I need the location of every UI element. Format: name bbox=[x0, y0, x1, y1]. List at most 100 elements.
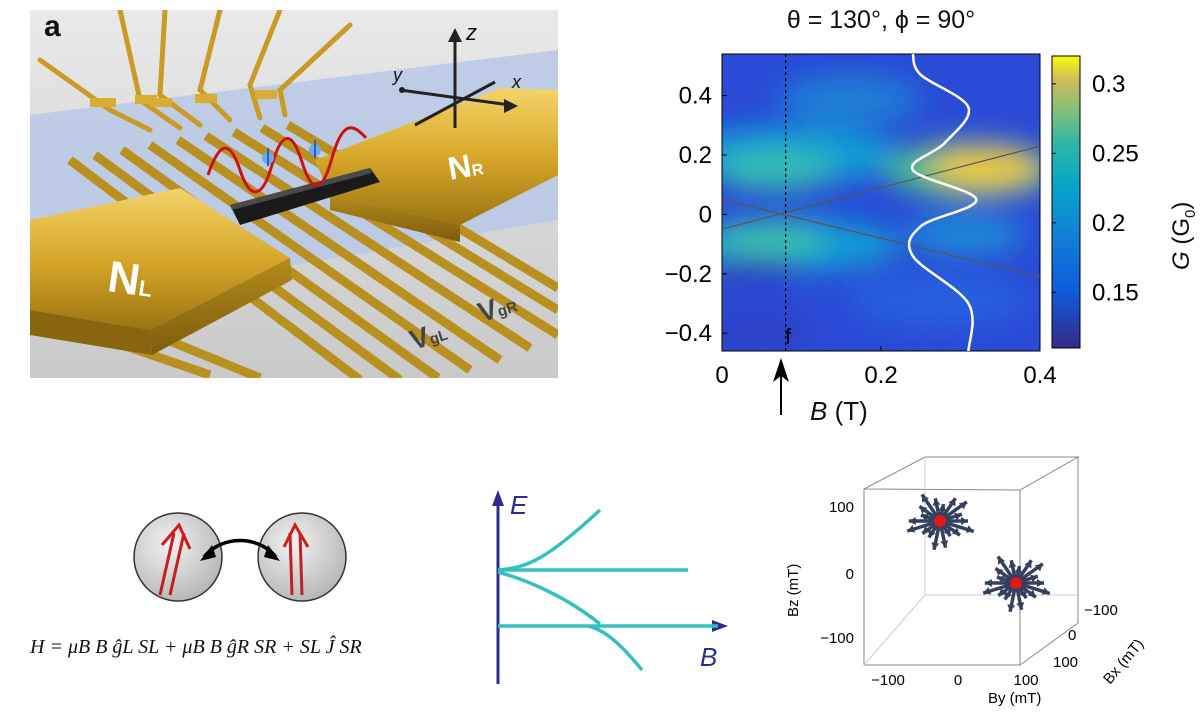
field-arrow-head bbox=[940, 540, 949, 548]
field-arrow-head bbox=[1027, 589, 1036, 598]
field-arrow-head bbox=[932, 498, 941, 506]
field-arrow-head bbox=[948, 498, 956, 507]
gate-right-sub: gR bbox=[495, 298, 520, 321]
colorbar-tick-label: 0.3 bbox=[1092, 71, 1125, 98]
contact-right-label: NR bbox=[445, 145, 486, 187]
white-trace-line bbox=[907, 54, 978, 351]
contact-left-label: NL bbox=[105, 252, 157, 308]
cube-x-tick-label: 100 bbox=[1053, 654, 1078, 671]
colorbar-tick-label: 0.25 bbox=[1092, 140, 1139, 167]
y-tick-label: −0.4 bbox=[665, 320, 712, 347]
energy-levels bbox=[497, 508, 718, 672]
map-xlabel-unit: (T) bbox=[834, 396, 868, 426]
contact-right-sub: R bbox=[470, 161, 485, 180]
field-arrow-head bbox=[1014, 566, 1023, 574]
cube-z-tick-label: 100 bbox=[829, 499, 854, 516]
y-tick-label: −0.2 bbox=[665, 261, 712, 288]
field-arrow-head bbox=[961, 517, 968, 525]
colorbar-label-unit-sub: 0 bbox=[1181, 209, 1199, 218]
field-arrow-head bbox=[1004, 591, 1012, 600]
cube-ticks: −100 0 100 100 0 −100 −100 0 100 bbox=[820, 499, 1118, 689]
field-arrow-head bbox=[965, 525, 974, 533]
colorbar-tick-label: 0.2 bbox=[1092, 210, 1125, 237]
field-arrow-head bbox=[996, 575, 1005, 584]
field-arrow-head bbox=[951, 527, 960, 536]
field-arrow-head bbox=[998, 556, 1005, 565]
field-arrow-head bbox=[998, 588, 1007, 596]
energy-level-diagram: E B bbox=[492, 490, 728, 684]
left-spin-arrow bbox=[158, 522, 192, 596]
double-dot-sketch bbox=[133, 512, 347, 602]
cube-edges bbox=[863, 456, 1080, 666]
hamiltonian-equation: H = μB B ĝL SL + μB B ĝR SR + SL Ĵ SR bbox=[30, 636, 362, 658]
cube-z-tick-label: −100 bbox=[820, 630, 854, 647]
right-spin-arrow bbox=[282, 521, 310, 596]
conductance-map: 0 0.2 0.4 0.4 0.2 0 −0.2 −0.4 0.3 0.25 0.2 0.15 f bbox=[665, 53, 1139, 415]
cube-xlabel: By (mT) bbox=[988, 690, 1041, 707]
x-tick-label: 0.4 bbox=[1023, 362, 1056, 389]
energy-axis-label: E bbox=[510, 490, 528, 520]
y-tick-label: 0.2 bbox=[679, 142, 712, 169]
crossing-line-2 bbox=[722, 198, 1040, 278]
map-title: θ = 130°, ϕ = 90° bbox=[786, 6, 976, 34]
y-tick-label: 0 bbox=[699, 201, 712, 228]
resonance-point bbox=[934, 515, 946, 527]
colorbar-label-unit-close: ) bbox=[1168, 201, 1195, 210]
panel-a-label: a bbox=[44, 10, 61, 43]
map-xlabel: B (T) bbox=[810, 396, 868, 427]
field-arrow-head bbox=[931, 542, 940, 550]
field-arrow-head bbox=[1024, 560, 1032, 569]
axis-z-label: z bbox=[466, 20, 477, 45]
colorbar-tick-label: 0.15 bbox=[1092, 279, 1139, 306]
cube-x-tick-label: −100 bbox=[1084, 602, 1118, 619]
field-arrow-head bbox=[943, 528, 951, 537]
axis-y-label: y bbox=[393, 65, 402, 85]
field-arrow-head bbox=[1029, 574, 1038, 583]
field-axis-label: B bbox=[700, 642, 717, 672]
field-arrow-head bbox=[1008, 560, 1017, 568]
x-tick-label: 0.2 bbox=[864, 362, 897, 389]
panel-a-device-rendering bbox=[30, 10, 558, 378]
field-arrow-head bbox=[919, 506, 928, 514]
x-tick-label: 0 bbox=[715, 362, 728, 389]
field-arrow-head bbox=[984, 579, 992, 587]
cube-y-tick-label: 0 bbox=[954, 672, 962, 689]
colorbar-label-var: G bbox=[1168, 251, 1195, 270]
map-xlabel-var: B bbox=[810, 396, 828, 426]
cube-x-tick-label: 0 bbox=[1068, 627, 1076, 644]
cube-zlabel: Bx (mT) bbox=[1100, 636, 1147, 688]
field-arrow-head bbox=[1019, 590, 1027, 599]
colorbar-label: G (G0) bbox=[1168, 142, 1199, 270]
field-arrow-head bbox=[1016, 602, 1025, 610]
contact-right-main: N bbox=[445, 147, 475, 187]
cube-y-tick-label: −100 bbox=[871, 672, 905, 689]
cube-y-tick-label: 100 bbox=[1013, 672, 1038, 689]
field-arrow-head bbox=[908, 517, 916, 525]
field-arrow-head bbox=[983, 586, 992, 595]
spin-hedgehog-1 bbox=[906, 493, 975, 551]
colorbar bbox=[1051, 55, 1081, 349]
field-arrow-head bbox=[907, 524, 916, 533]
marker-label: f bbox=[785, 324, 792, 349]
field-arrow-head bbox=[922, 494, 929, 503]
y-tick-label: 0.4 bbox=[679, 83, 712, 110]
field-arrow-head bbox=[1041, 587, 1050, 595]
field-arrow-head bbox=[920, 513, 929, 522]
field-arrow-head bbox=[953, 512, 962, 521]
field-arrow-head bbox=[995, 568, 1004, 576]
resonance-point bbox=[1010, 577, 1022, 589]
cube-ylabel: Bz (mT) bbox=[785, 564, 802, 617]
colorbar-label-unit: (G bbox=[1168, 217, 1195, 245]
field-arrow-head bbox=[1034, 563, 1043, 572]
crossing-line-1 bbox=[722, 145, 1040, 230]
marker-arrow-head bbox=[773, 358, 789, 382]
field-arrow-head bbox=[1007, 604, 1016, 612]
axis-x-label: x bbox=[512, 72, 521, 92]
field-arrow-head bbox=[1037, 579, 1044, 587]
field-arrow-head bbox=[958, 501, 967, 510]
field-arrow-head bbox=[938, 504, 947, 512]
field-arrow-head bbox=[928, 529, 936, 538]
field-cube-plot: −100 0 100 100 0 −100 −100 0 100 By (mT) Bz (mT)… bbox=[785, 456, 1147, 707]
cube-z-tick-label: 0 bbox=[846, 566, 854, 583]
spin-hedgehog-2 bbox=[982, 555, 1051, 613]
